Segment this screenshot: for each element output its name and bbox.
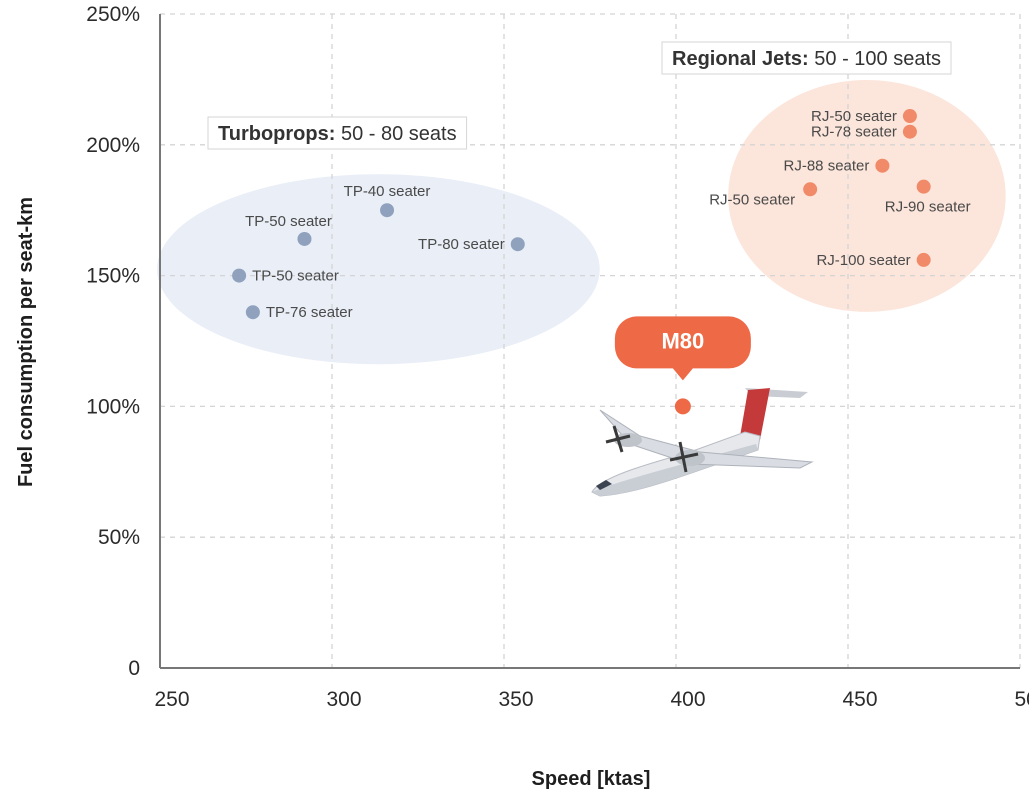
group-labels: Turboprops: 50 - 80 seats Regional Jets: … [207,41,952,150]
y-tick-label: 100% [86,395,140,418]
data-points [232,109,931,320]
m80-point [674,398,691,415]
turboprops-point [245,305,260,320]
turboprops-group-label: Turboprops: 50 - 80 seats [207,116,468,150]
x-tick-label: 300 [326,688,361,711]
x-tick-label: 350 [498,688,533,711]
turboprops-point-label: TP-80 seater [418,236,505,253]
turboprops-point [510,237,525,252]
data-point-labels: TP-40 seater TP-50 seater TP-80 seater TP-5… [245,108,970,321]
m80-callout-label: M80 [661,328,704,353]
y-axis-title: Fuel consumption per seat-km [15,197,37,487]
y-tick-label: 150% [86,265,140,288]
regional-jets-point-label: RJ-50 seater [811,108,897,125]
x-axis-title: Speed [ktas] [532,768,651,790]
regional-jets-group-label-bold: Regional Jets: [672,48,809,70]
turboprops-point [380,203,395,218]
x-tick-label: 400 [670,688,705,711]
regional-jets-group-label-rest: 50 - 100 seats [809,48,941,70]
regional-jets-point [875,158,890,173]
turboprops-point-label: TP-76 seater [266,304,353,321]
regional-jets-point-label: RJ-90 seater [885,199,971,216]
axes [159,14,1020,669]
airplane-illustration [591,388,814,497]
turboprops-group-label-bold: Turboprops: [218,123,335,145]
regional-jets-group-label-text: Regional Jets: 50 - 100 seats [672,48,941,70]
regional-jets-point [916,252,931,267]
regional-jets-group-label-box [661,41,952,75]
group-regions [157,80,1006,365]
regional-jets-point-label: RJ-50 seater [709,191,795,208]
turboprops-region [157,174,600,365]
y-tick-labels: 0 50% 100% 150% 200% 250% [86,3,140,680]
m80-highlight: M80 [614,316,751,415]
regional-jets-group-label: Regional Jets: 50 - 100 seats [661,41,952,75]
regional-jets-point [803,182,818,197]
regional-jets-point [902,109,917,124]
turboprops-point [297,231,312,246]
turboprops-group-label-rest: 50 - 80 seats [335,123,456,145]
x-tick-labels: 250 300 350 400 450 500 [154,688,1029,711]
turboprops-point-label: TP-50 seater [245,213,332,230]
x-tick-label: 450 [842,688,877,711]
turboprops-point-label: TP-40 seater [344,183,431,200]
regional-jets-point-label: RJ-88 seater [784,158,870,175]
regional-jets-point [916,179,931,194]
grid-lines [160,13,1021,668]
regional-jets-point-label: RJ-78 seater [811,124,897,141]
x-tick-label: 500 [1014,688,1029,711]
y-tick-label: 50% [98,526,140,549]
y-tick-label: 200% [86,134,140,157]
turboprops-point [232,268,247,283]
y-tick-label: 250% [86,3,140,26]
regional-jets-point-label: RJ-100 seater [816,252,910,269]
turboprops-group-label-text: Turboprops: 50 - 80 seats [218,123,457,145]
x-tick-label: 250 [154,688,189,711]
turboprops-point-label: TP-50 seater [252,268,339,285]
regional-jets-region [728,80,1006,312]
y-tick-label: 0 [128,657,140,680]
m80-callout [614,316,751,381]
regional-jets-point [902,124,917,139]
turboprops-group-label-box [207,116,468,150]
